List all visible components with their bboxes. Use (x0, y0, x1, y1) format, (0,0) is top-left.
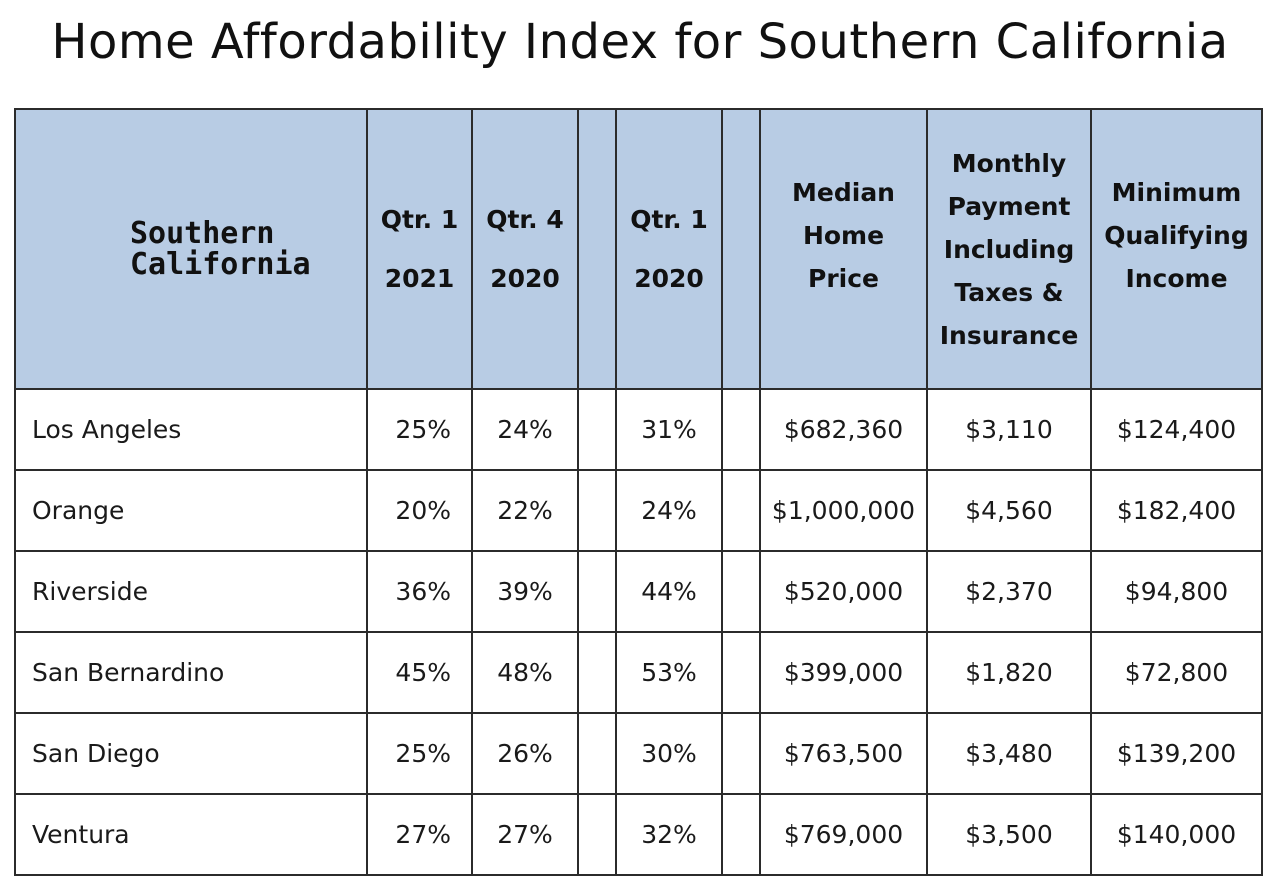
qtr1-2021-cell: 27% (366, 793, 473, 876)
header-region-line: California (130, 247, 311, 282)
header-line: Income (1125, 263, 1228, 293)
header-row: Southern California Qtr. 1 2021 Qtr. 4 2… (14, 108, 1263, 390)
median-price-cell: $399,000 (759, 631, 928, 714)
spacer-cell (577, 631, 617, 714)
min-income-cell: $139,200 (1090, 712, 1263, 795)
header-median-price: Median Home Price (759, 108, 928, 390)
region-name-cell: Riverside (14, 550, 368, 633)
header-line: 2021 (384, 264, 455, 293)
spacer-cell (577, 388, 617, 471)
monthly-payment-cell: $1,820 (926, 631, 1092, 714)
qtr1-2021-cell: 20% (366, 469, 473, 552)
qtr1-2020-cell: 44% (615, 550, 723, 633)
spacer-cell (721, 388, 761, 471)
median-price-cell: $1,000,000 (759, 469, 928, 552)
table-row: Riverside 36% 39% 44% $520,000 $2,370 $94,800 (14, 550, 1263, 633)
spacer-cell (721, 793, 761, 876)
affordability-table: Southern California Qtr. 1 2021 Qtr. 4 2… (14, 108, 1263, 876)
table-row: San Bernardino 45% 48% 53% $399,000 $1,820 $72… (14, 631, 1263, 714)
qtr1-2020-cell: 53% (615, 631, 723, 714)
header-min-income: Minimum Qualifying Income (1090, 108, 1263, 390)
min-income-cell: $140,000 (1090, 793, 1263, 876)
header-q1-2021: Qtr. 1 2021 (366, 108, 473, 390)
header-q1-2020: Qtr. 1 2020 (615, 108, 723, 390)
monthly-payment-cell: $3,110 (926, 388, 1092, 471)
median-price-cell: $769,000 (759, 793, 928, 876)
header-line: Monthly (951, 148, 1067, 178)
page-title: Home Affordability Index for Southern Ca… (51, 14, 1229, 70)
header-line: Qtr. 4 (486, 205, 564, 234)
header-line: Including (943, 234, 1075, 264)
header-spacer (721, 108, 761, 390)
spacer-cell (577, 712, 617, 795)
table-row: San Diego 25% 26% 30% $763,500 $3,480 $139,200 (14, 712, 1263, 795)
spacer-cell (577, 550, 617, 633)
min-income-cell: $124,400 (1090, 388, 1263, 471)
monthly-payment-cell: $2,370 (926, 550, 1092, 633)
header-line: 2020 (490, 264, 560, 293)
header-region: Southern California (14, 108, 368, 390)
qtr1-2020-cell: 31% (615, 388, 723, 471)
header-line: 2020 (634, 264, 704, 293)
min-income-cell: $72,800 (1090, 631, 1263, 714)
min-income-cell: $182,400 (1090, 469, 1263, 552)
region-name-cell: Orange (14, 469, 368, 552)
region-name-cell: San Bernardino (14, 631, 368, 714)
qtr4-2020-cell: 27% (471, 793, 579, 876)
header-line: Minimum (1111, 177, 1242, 207)
header-line: Payment (947, 191, 1071, 221)
header-monthly-payment: Monthly Payment Including Taxes & Insura… (926, 108, 1092, 390)
qtr1-2021-cell: 36% (366, 550, 473, 633)
monthly-payment-cell: $4,560 (926, 469, 1092, 552)
header-line: Price (808, 263, 879, 293)
qtr1-2020-cell: 30% (615, 712, 723, 795)
spacer-cell (721, 550, 761, 633)
qtr1-2021-cell: 25% (366, 712, 473, 795)
header-line: Taxes & (954, 277, 1064, 307)
header-spacer (577, 108, 617, 390)
header-line: Home (802, 220, 885, 250)
region-name-cell: Los Angeles (14, 388, 368, 471)
qtr4-2020-cell: 22% (471, 469, 579, 552)
qtr4-2020-cell: 48% (471, 631, 579, 714)
spacer-cell (721, 631, 761, 714)
table-row: Los Angeles 25% 24% 31% $682,360 $3,110 $124,4… (14, 388, 1263, 471)
qtr4-2020-cell: 39% (471, 550, 579, 633)
median-price-cell: $520,000 (759, 550, 928, 633)
header-q4-2020: Qtr. 4 2020 (471, 108, 579, 390)
header-line: Median (792, 177, 895, 207)
qtr1-2020-cell: 32% (615, 793, 723, 876)
monthly-payment-cell: $3,500 (926, 793, 1092, 876)
qtr1-2021-cell: 25% (366, 388, 473, 471)
header-line: Qtr. 1 (380, 205, 459, 234)
header-line: Qtr. 1 (630, 205, 708, 234)
header-line: Insurance (939, 320, 1079, 350)
median-price-cell: $682,360 (759, 388, 928, 471)
region-name-cell: Ventura (14, 793, 368, 876)
min-income-cell: $94,800 (1090, 550, 1263, 633)
table-row: Orange 20% 22% 24% $1,000,000 $4,560 $182,400 (14, 469, 1263, 552)
qtr1-2020-cell: 24% (615, 469, 723, 552)
qtr4-2020-cell: 26% (471, 712, 579, 795)
header-line: Qualifying (1104, 220, 1249, 250)
qtr4-2020-cell: 24% (471, 388, 579, 471)
table-body: Los Angeles 25% 24% 31% $682,360 $3,110 $124,4… (14, 388, 1263, 876)
spacer-cell (577, 793, 617, 876)
qtr1-2021-cell: 45% (366, 631, 473, 714)
spacer-cell (721, 712, 761, 795)
spacer-cell (577, 469, 617, 552)
table-row: Ventura 27% 27% 32% $769,000 $3,500 $140,000 (14, 793, 1263, 876)
median-price-cell: $763,500 (759, 712, 928, 795)
monthly-payment-cell: $3,480 (926, 712, 1092, 795)
spacer-cell (721, 469, 761, 552)
header-region-line: Southern (130, 216, 275, 251)
region-name-cell: San Diego (14, 712, 368, 795)
